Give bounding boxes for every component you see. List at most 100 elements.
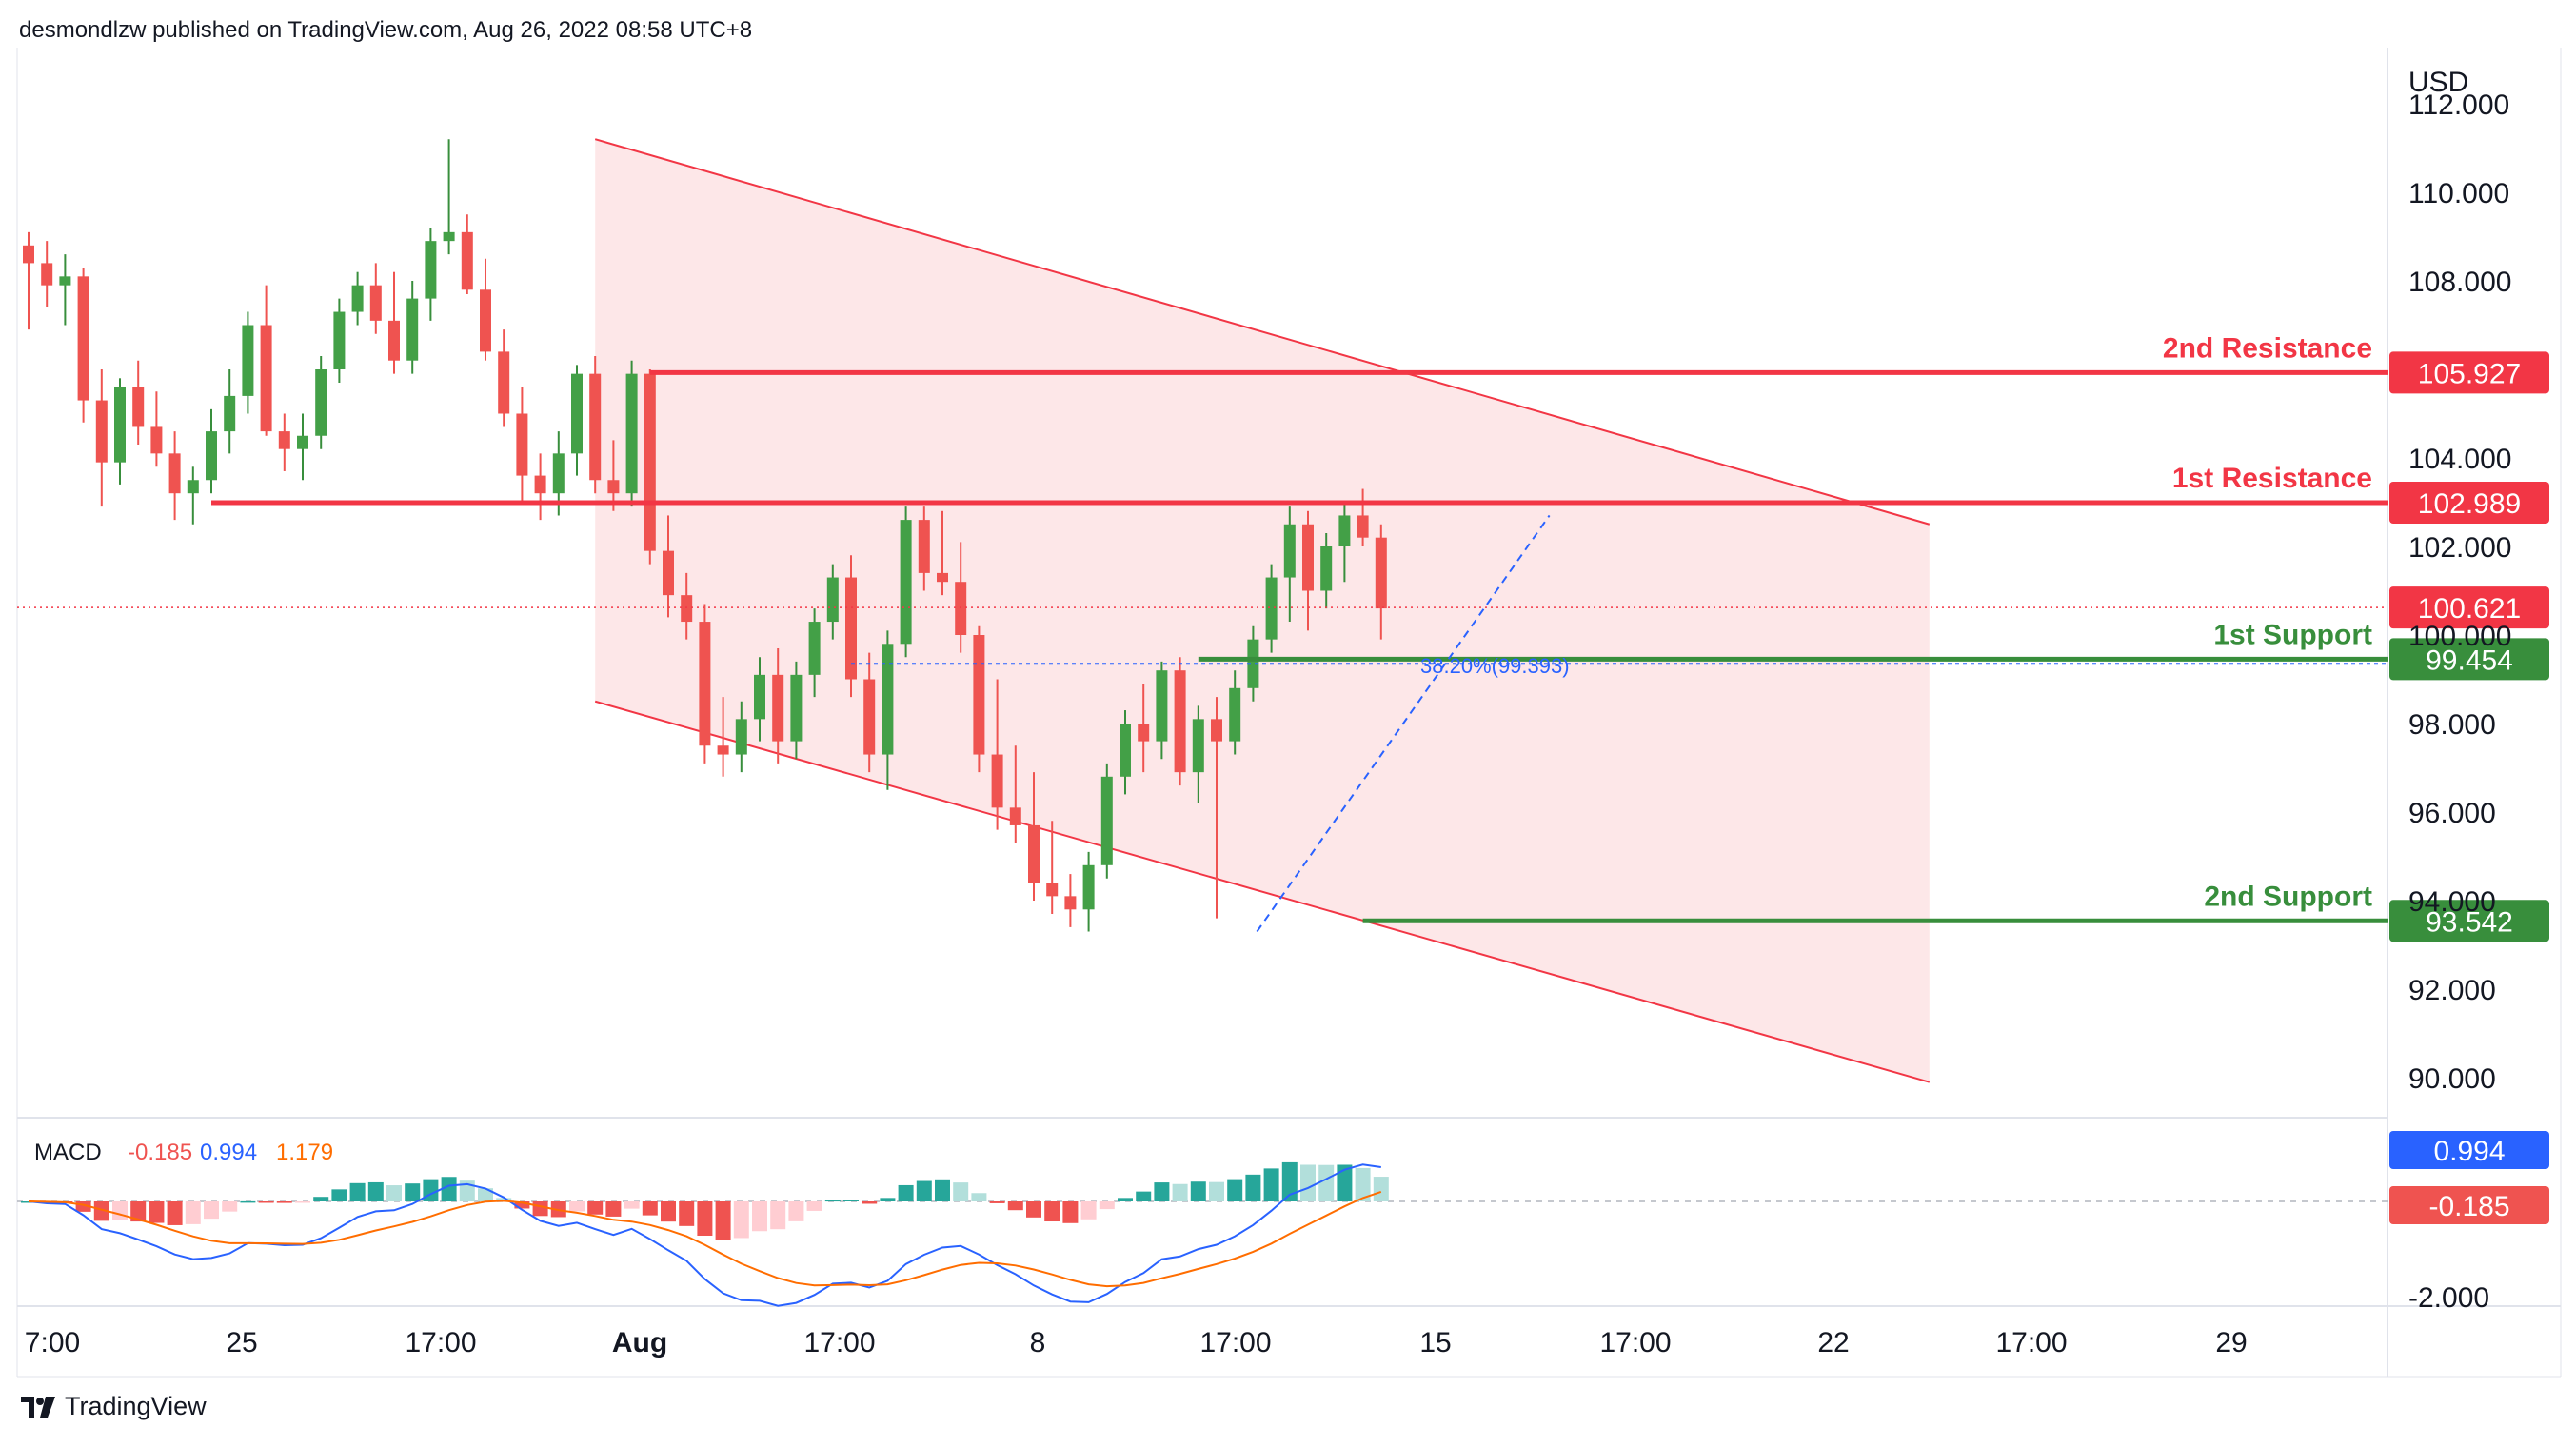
- candle-body: [973, 635, 985, 755]
- candle[interactable]: [826, 564, 839, 640]
- candle[interactable]: [242, 311, 254, 414]
- candle[interactable]: [863, 652, 876, 773]
- candle[interactable]: [461, 214, 473, 294]
- candle[interactable]: [955, 542, 967, 653]
- candle[interactable]: [187, 466, 199, 525]
- candle[interactable]: [1192, 705, 1204, 803]
- candle[interactable]: [1265, 564, 1278, 653]
- candle[interactable]: [1357, 488, 1369, 546]
- candle[interactable]: [918, 506, 930, 591]
- candle[interactable]: [681, 572, 693, 640]
- candle[interactable]: [1064, 874, 1077, 927]
- macd-histogram-bar: [367, 1181, 384, 1201]
- candle[interactable]: [589, 356, 602, 494]
- candle[interactable]: [150, 391, 163, 467]
- candle[interactable]: [132, 360, 145, 446]
- brand-label: TradingView: [65, 1392, 207, 1420]
- 2nd-support-label: 2nd Support: [2204, 881, 2372, 912]
- candle[interactable]: [1009, 745, 1021, 843]
- candle[interactable]: [41, 241, 53, 307]
- candle[interactable]: [699, 604, 711, 764]
- candle[interactable]: [772, 647, 784, 764]
- candle[interactable]: [443, 139, 455, 255]
- candle[interactable]: [95, 369, 108, 507]
- candle[interactable]: [59, 254, 71, 326]
- candle[interactable]: [315, 356, 327, 449]
- candle[interactable]: [1120, 710, 1131, 795]
- macd-histogram-bar: [149, 1201, 165, 1223]
- candle[interactable]: [1247, 625, 1259, 702]
- candle[interactable]: [607, 440, 620, 511]
- candle[interactable]: [900, 506, 912, 658]
- channel-upper-line[interactable]: [594, 138, 1931, 526]
- candle[interactable]: [77, 268, 89, 423]
- candle-body: [461, 231, 473, 290]
- candle[interactable]: [1028, 772, 1040, 901]
- candle[interactable]: [1174, 657, 1186, 786]
- candle[interactable]: [406, 281, 419, 374]
- candle-body: [1028, 824, 1040, 883]
- macd-histogram-bar: [1281, 1161, 1298, 1201]
- candle[interactable]: [168, 431, 181, 521]
- candle[interactable]: [663, 515, 674, 618]
- candle[interactable]: [1338, 502, 1351, 583]
- candle[interactable]: [498, 329, 510, 427]
- candle[interactable]: [790, 661, 803, 760]
- candle[interactable]: [23, 231, 34, 330]
- candle[interactable]: [114, 378, 126, 485]
- fib-trend-line[interactable]: [1256, 514, 1551, 933]
- candle[interactable]: [425, 228, 437, 321]
- candle[interactable]: [717, 697, 729, 777]
- candle[interactable]: [1138, 684, 1150, 773]
- candle[interactable]: [224, 369, 236, 454]
- candle[interactable]: [1100, 763, 1113, 879]
- candle[interactable]: [516, 387, 528, 503]
- candle[interactable]: [808, 608, 821, 698]
- candle[interactable]: [845, 555, 857, 698]
- candle-body: [1009, 807, 1021, 825]
- footer: TradingView: [19, 1392, 207, 1421]
- candle[interactable]: [1046, 821, 1059, 914]
- candle[interactable]: [388, 271, 400, 374]
- price-tick-label: 102.000: [2408, 532, 2511, 564]
- candle[interactable]: [1375, 524, 1387, 640]
- candle[interactable]: [625, 360, 638, 507]
- macd-histogram-bar: [423, 1179, 439, 1201]
- candle[interactable]: [1229, 670, 1241, 755]
- candle[interactable]: [206, 408, 217, 494]
- candle[interactable]: [480, 258, 491, 361]
- candle[interactable]: [571, 365, 583, 476]
- signal-line[interactable]: [28, 1190, 1382, 1288]
- candle[interactable]: [882, 630, 894, 790]
- candle[interactable]: [1320, 533, 1333, 609]
- candle[interactable]: [1082, 851, 1095, 932]
- candle[interactable]: [735, 701, 747, 773]
- candle[interactable]: [644, 369, 656, 565]
- channel-lower-line[interactable]: [594, 700, 1931, 1083]
- candle[interactable]: [369, 263, 382, 334]
- macd-histogram-bar: [222, 1201, 238, 1212]
- candle[interactable]: [260, 285, 272, 436]
- macd-histogram-bar: [295, 1201, 310, 1203]
- candle[interactable]: [1211, 697, 1222, 919]
- candle[interactable]: [297, 413, 308, 481]
- candle[interactable]: [754, 657, 765, 742]
- candle[interactable]: [937, 510, 948, 596]
- macd-histogram-bar: [1044, 1201, 1060, 1222]
- candle-body: [1064, 896, 1077, 910]
- candle[interactable]: [534, 453, 546, 521]
- 2nd-resistance-price-value: 105.927: [2418, 358, 2521, 389]
- candle[interactable]: [1156, 661, 1168, 760]
- macd-histogram-bar: [1263, 1168, 1279, 1201]
- currency-label: USD: [2408, 67, 2468, 98]
- candle[interactable]: [351, 271, 364, 326]
- candle[interactable]: [1302, 510, 1314, 631]
- candle[interactable]: [278, 413, 290, 471]
- candle[interactable]: [1283, 506, 1296, 623]
- candle[interactable]: [333, 298, 346, 383]
- candle[interactable]: [973, 625, 985, 773]
- tradingview-logo-icon[interactable]: [19, 1395, 57, 1419]
- time-tick-label: 29: [2215, 1327, 2247, 1359]
- candle[interactable]: [991, 679, 1003, 830]
